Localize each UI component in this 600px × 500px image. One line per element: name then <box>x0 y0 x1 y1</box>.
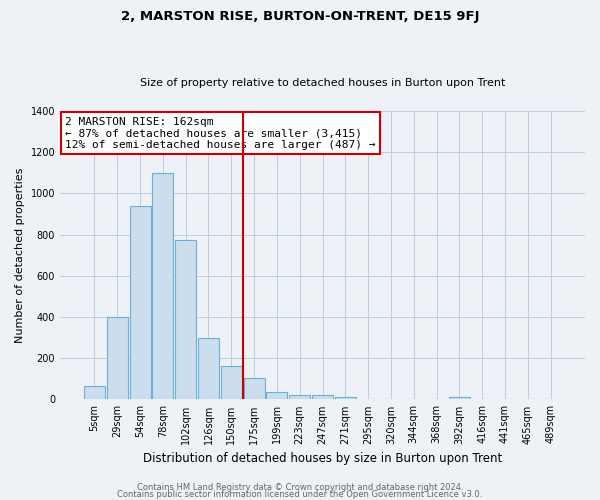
Bar <box>84 386 105 400</box>
Bar <box>289 396 310 400</box>
Bar <box>130 206 151 400</box>
Bar <box>152 173 173 400</box>
Bar <box>266 392 287 400</box>
Bar <box>221 366 242 400</box>
Bar <box>449 397 470 400</box>
Bar <box>244 378 265 400</box>
Bar <box>335 398 356 400</box>
Bar <box>198 338 219 400</box>
Bar <box>312 396 333 400</box>
Text: 2 MARSTON RISE: 162sqm
← 87% of detached houses are smaller (3,415)
12% of semi-: 2 MARSTON RISE: 162sqm ← 87% of detached… <box>65 117 376 150</box>
Bar <box>175 240 196 400</box>
X-axis label: Distribution of detached houses by size in Burton upon Trent: Distribution of detached houses by size … <box>143 452 502 465</box>
Text: Contains HM Land Registry data © Crown copyright and database right 2024.: Contains HM Land Registry data © Crown c… <box>137 484 463 492</box>
Text: Contains public sector information licensed under the Open Government Licence v3: Contains public sector information licen… <box>118 490 482 499</box>
Text: 2, MARSTON RISE, BURTON-ON-TRENT, DE15 9FJ: 2, MARSTON RISE, BURTON-ON-TRENT, DE15 9… <box>121 10 479 23</box>
Title: Size of property relative to detached houses in Burton upon Trent: Size of property relative to detached ho… <box>140 78 505 88</box>
Bar <box>107 317 128 400</box>
Y-axis label: Number of detached properties: Number of detached properties <box>15 168 25 343</box>
